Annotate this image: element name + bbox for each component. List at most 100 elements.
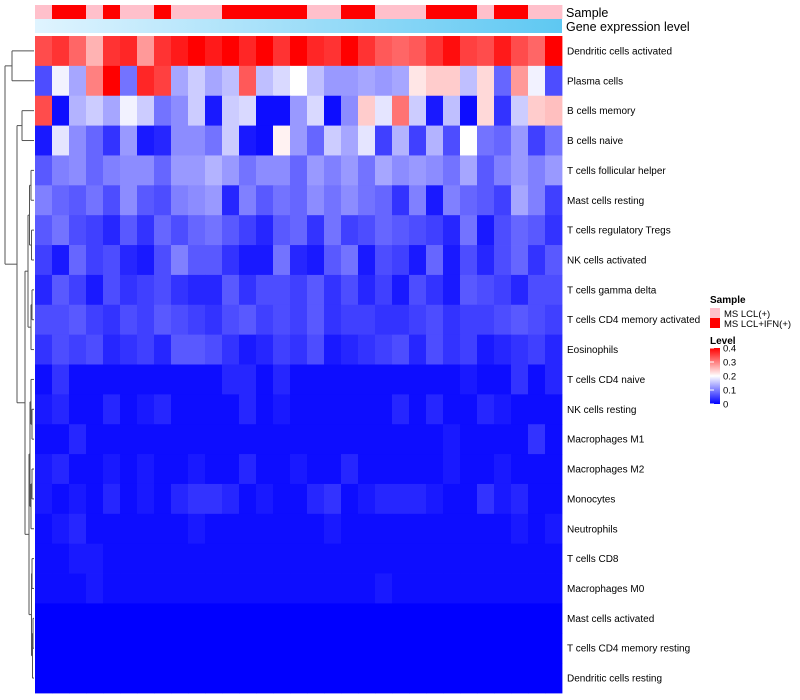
heatmap-cell (222, 663, 240, 694)
heatmap-cells (35, 36, 563, 694)
heatmap-cell (324, 245, 342, 276)
heatmap-cell (137, 543, 155, 574)
heatmap-cell (205, 36, 223, 67)
heatmap-cell (154, 394, 172, 425)
heatmap-cell (545, 125, 563, 156)
heatmap-cell (137, 185, 155, 216)
heatmap-cell (426, 424, 444, 455)
heatmap-cell (273, 364, 291, 395)
heatmap-cell (103, 95, 121, 126)
heatmap-cell (392, 304, 410, 336)
heatmap-cell (358, 185, 376, 216)
heatmap-cell (120, 215, 138, 246)
sample-cell (341, 5, 359, 19)
heatmap-cell (443, 394, 461, 425)
heatmap-cell (290, 215, 308, 246)
heatmap-cell (35, 36, 53, 67)
sample-cell (171, 5, 189, 19)
heatmap-cell (103, 633, 121, 664)
heatmap-cell (545, 95, 563, 126)
heatmap-cell (69, 424, 87, 455)
heatmap-cell (86, 215, 104, 246)
heatmap-cell (324, 125, 342, 156)
heatmap-cell (528, 36, 546, 67)
heatmap-cell (120, 155, 138, 186)
heatmap-cell (239, 573, 257, 604)
heatmap-cell (35, 543, 53, 574)
heatmap-cell (341, 65, 359, 97)
sample-track-label: Sample (566, 6, 608, 20)
heatmap-cell (545, 394, 563, 425)
heatmap-cell (341, 603, 359, 634)
heatmap-cell (52, 334, 70, 365)
heatmap-cell (443, 95, 461, 126)
heatmap-cell (171, 454, 189, 485)
heatmap-cell (137, 394, 155, 425)
heatmap-cell (426, 633, 444, 664)
heatmap-cell (137, 155, 155, 186)
heatmap-cell (35, 304, 53, 336)
heatmap-cell (52, 424, 70, 455)
heatmap-cell (409, 513, 427, 545)
heatmap-cell (239, 424, 257, 455)
heatmap-cell (375, 334, 393, 365)
heatmap-cell (528, 454, 546, 485)
sample-cell (154, 5, 172, 19)
heatmap-cell (341, 633, 359, 664)
heatmap-cell (86, 304, 104, 336)
heatmap-cell (375, 573, 393, 604)
heatmap-cell (341, 185, 359, 216)
heatmap-cell (324, 454, 342, 485)
heatmap-cell (324, 513, 342, 545)
heatmap-cell (358, 36, 376, 67)
heatmap-cell (324, 603, 342, 634)
heatmap-cell (273, 65, 291, 97)
heatmap-cell (52, 543, 70, 574)
heatmap-cell (324, 274, 342, 306)
heatmap-cell (35, 334, 53, 365)
heatmap-cell (460, 274, 478, 306)
heatmap-cell (239, 663, 257, 694)
heatmap-cell (426, 543, 444, 574)
heatmap-cell (358, 663, 376, 694)
heatmap-cell (324, 155, 342, 186)
heatmap-cell (545, 155, 563, 186)
heatmap-cell (392, 65, 410, 97)
heatmap-cell (375, 274, 393, 306)
heatmap-cell (443, 454, 461, 485)
heatmap-cell (239, 274, 257, 306)
row-label: Monocytes (567, 494, 615, 505)
heatmap-cell (86, 125, 104, 156)
heatmap-cell (69, 454, 87, 485)
heatmap-cell (460, 334, 478, 365)
heatmap-cell (69, 185, 87, 216)
heatmap-cell (120, 663, 138, 694)
heatmap-cell (154, 155, 172, 186)
heatmap-cell (273, 155, 291, 186)
heatmap-cell (375, 543, 393, 574)
heatmap-cell (222, 274, 240, 306)
heatmap-cell (426, 364, 444, 395)
heatmap-cell (69, 215, 87, 246)
heatmap-cell (494, 663, 512, 694)
heatmap-cell (460, 394, 478, 425)
heatmap-cell (358, 454, 376, 485)
heatmap-cell (69, 274, 87, 306)
heatmap-cell (392, 513, 410, 545)
heatmap-cell (120, 424, 138, 455)
heatmap-cell (290, 364, 308, 395)
heatmap-cell (188, 394, 206, 425)
heatmap-cell (239, 36, 257, 67)
heatmap-cell (460, 454, 478, 485)
heatmap-cell (256, 36, 274, 67)
heatmap-cell (409, 573, 427, 604)
heatmap-cell (137, 513, 155, 545)
heatmap-cell (222, 483, 240, 515)
heatmap-cell (443, 65, 461, 97)
heatmap-cell (545, 603, 563, 634)
heatmap-cell (511, 454, 529, 485)
heatmap-cell (239, 155, 257, 186)
heatmap-cell (273, 454, 291, 485)
heatmap-cell (290, 304, 308, 336)
heatmap-cell (307, 65, 325, 97)
